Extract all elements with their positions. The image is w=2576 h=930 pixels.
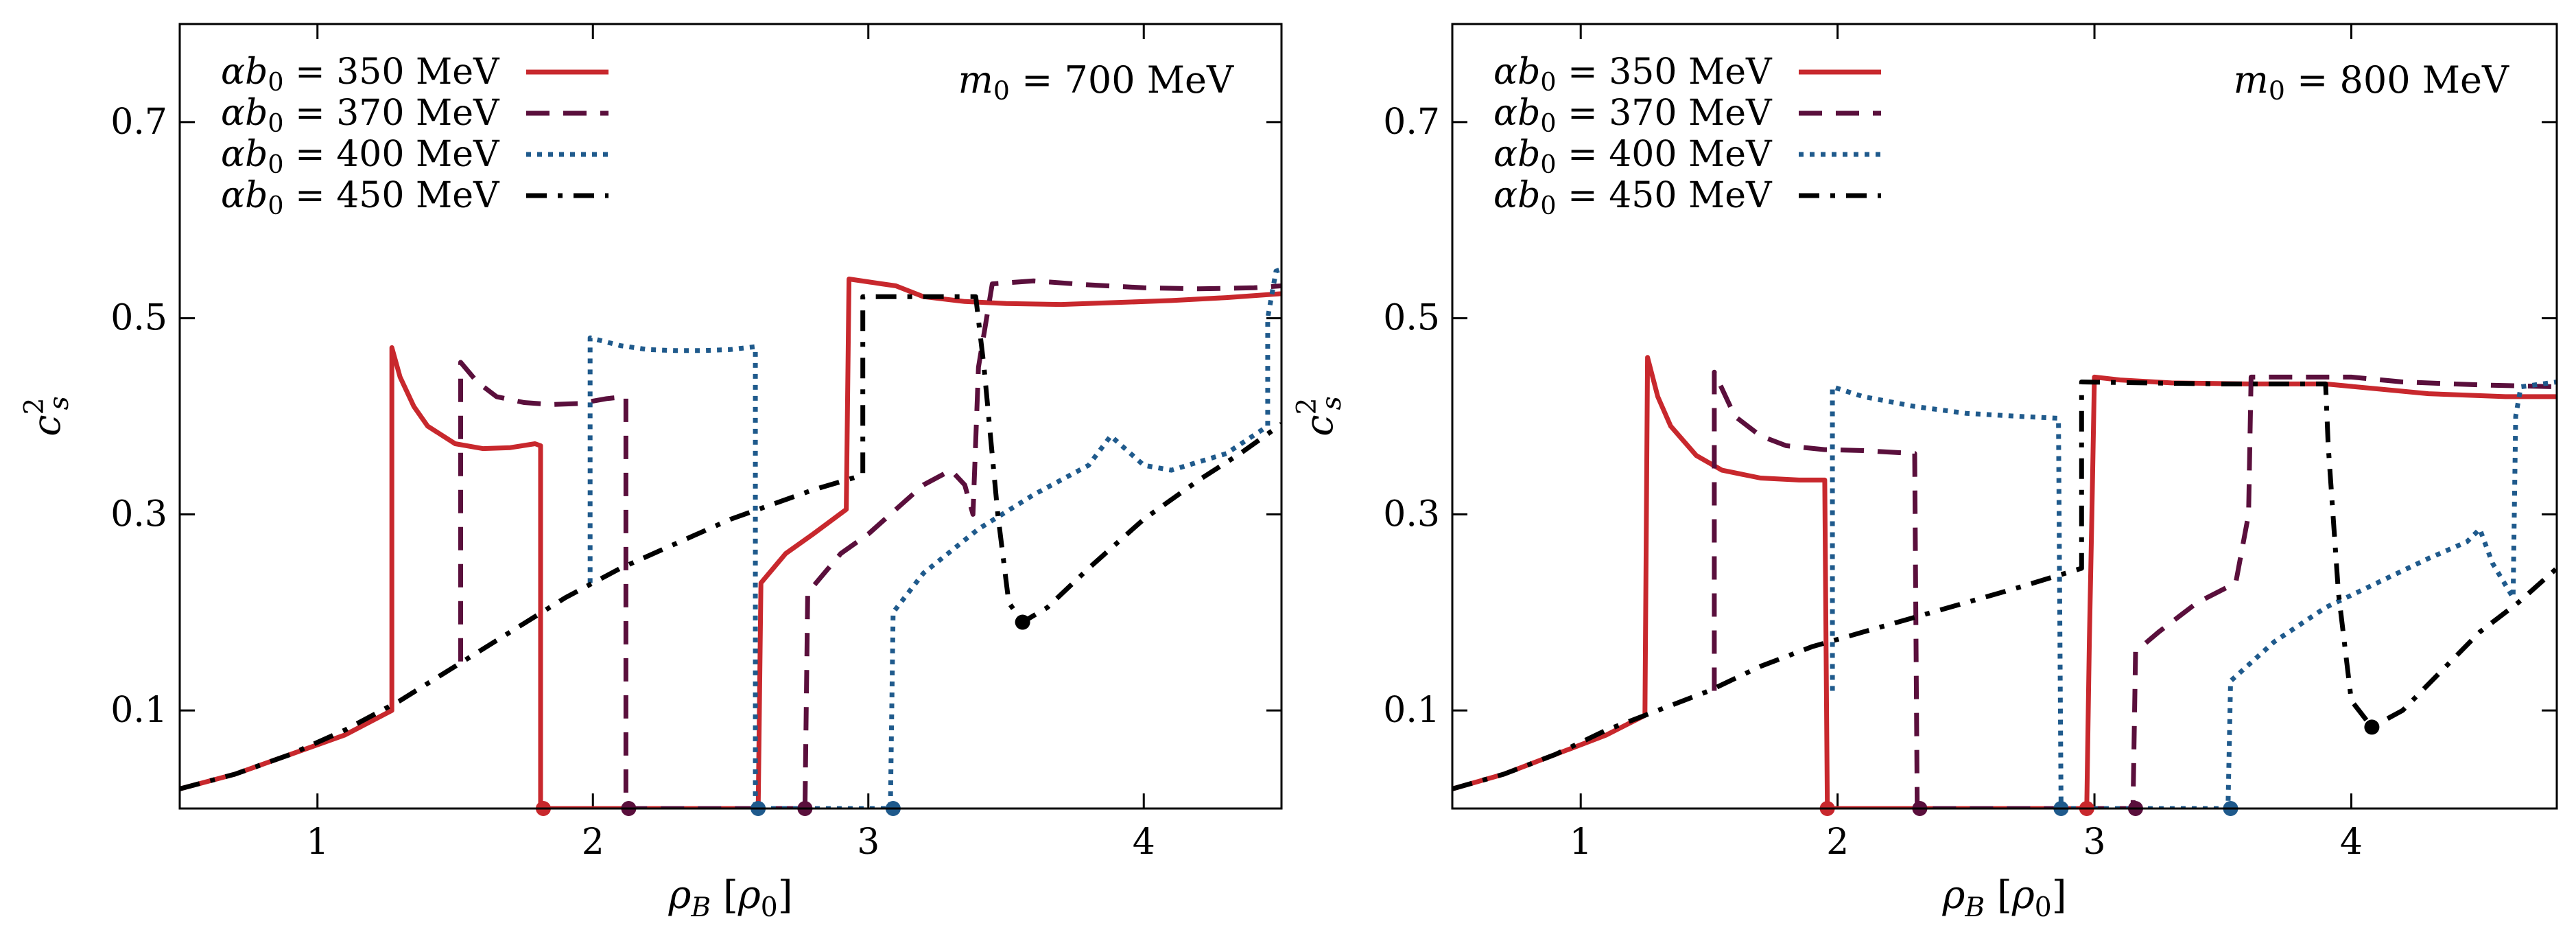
x-tick-label: 4 — [2340, 822, 2363, 863]
y-tick-label: 0.7 — [110, 102, 167, 143]
y-tick-label: 0.7 — [1383, 102, 1440, 143]
y-tick-label: 0.3 — [1383, 493, 1440, 535]
y-axis-label: c2s — [19, 396, 75, 436]
legend-label-4: αb0 = 450 MeV — [221, 175, 500, 220]
x-axis-label: ρB [ρ0] — [667, 873, 792, 923]
series-line-2 — [458, 278, 1281, 809]
data-area — [1452, 355, 2557, 809]
series-line-4 — [180, 294, 1281, 791]
x-tick-label: 3 — [857, 822, 879, 863]
y-tick-label: 0.3 — [110, 493, 167, 535]
x-tick-label: 3 — [2083, 822, 2105, 863]
y-axis-label: c2s — [1292, 396, 1347, 436]
legend-label-2: αb0 = 370 MeV — [1493, 93, 1773, 138]
x-axis-label: ρB [ρ0] — [1941, 873, 2066, 923]
y-tick-label: 0.1 — [110, 690, 167, 731]
legend-label-3: αb0 = 400 MeV — [221, 134, 500, 179]
series-line-3 — [1830, 380, 2557, 809]
x-tick-label: 2 — [582, 822, 604, 863]
mass-annotation: m0 = 800 MeV — [2234, 58, 2509, 106]
series-line-1 — [180, 277, 1281, 809]
legend-label-2: αb0 = 370 MeV — [221, 93, 500, 138]
mass-annotation: m0 = 700 MeV — [958, 58, 1234, 106]
legend-label-1: αb0 = 350 MeV — [221, 51, 500, 97]
legend-label-4: αb0 = 450 MeV — [1493, 175, 1773, 220]
legend-label-1: αb0 = 350 MeV — [1493, 51, 1773, 97]
series-marker-7 — [2364, 719, 2380, 735]
series-line-3 — [587, 266, 1281, 809]
series-marker-6 — [1015, 614, 1030, 630]
plot-frame — [178, 23, 1283, 810]
plot-frame — [1451, 23, 2558, 810]
x-tick-label: 2 — [1826, 822, 1849, 863]
x-tick-label: 1 — [306, 822, 329, 863]
data-area — [180, 266, 1281, 809]
x-tick-label: 4 — [1133, 822, 1155, 863]
legend-label-3: αb0 = 400 MeV — [1493, 134, 1773, 179]
y-tick-label: 0.5 — [1383, 298, 1440, 339]
x-tick-label: 1 — [1570, 822, 1592, 863]
series-line-2 — [1712, 369, 2557, 809]
series-line-1 — [1452, 355, 2557, 809]
y-tick-label: 0.5 — [110, 298, 167, 339]
series-line-4 — [1452, 380, 2557, 791]
y-tick-label: 0.1 — [1383, 690, 1440, 731]
